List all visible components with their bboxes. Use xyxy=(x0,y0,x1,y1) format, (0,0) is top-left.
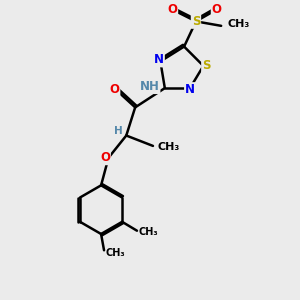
Text: NH: NH xyxy=(140,80,160,93)
Text: O: O xyxy=(212,3,222,16)
Text: S: S xyxy=(202,59,211,72)
Text: N: N xyxy=(154,53,164,66)
Text: H: H xyxy=(114,126,122,136)
Text: O: O xyxy=(110,83,119,96)
Text: CH₃: CH₃ xyxy=(228,20,250,29)
Text: CH₃: CH₃ xyxy=(158,142,180,152)
Text: CH₃: CH₃ xyxy=(138,227,158,237)
Text: O: O xyxy=(167,3,177,16)
Text: O: O xyxy=(100,151,110,164)
Text: N: N xyxy=(185,83,195,96)
Text: CH₃: CH₃ xyxy=(106,248,125,258)
Text: S: S xyxy=(192,15,200,28)
